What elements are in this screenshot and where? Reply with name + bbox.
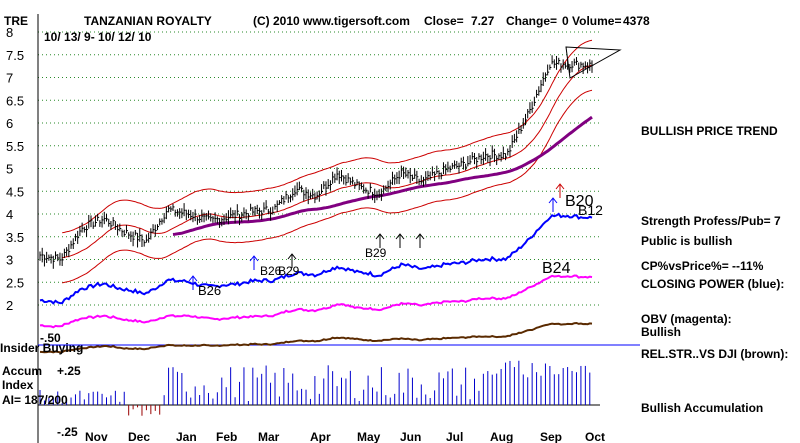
y-tick-label: 8: [6, 25, 13, 40]
x-tick-label: Aug: [490, 430, 513, 443]
date-range: 10/ 13/ 9- 10/ 12/ 10: [44, 30, 152, 44]
accum-histogram: [38, 360, 600, 416]
ticker-label: TRE: [4, 14, 28, 28]
x-tick-label: Apr: [310, 430, 331, 443]
rel-strength-line: [39, 321, 593, 354]
index-label: Index: [2, 378, 34, 392]
close-value: 7.27: [471, 14, 495, 28]
signal-arrow: [287, 253, 297, 268]
relstr-label: REL.STR..VS DJI (brown):: [641, 347, 789, 361]
ma-21-line: [62, 64, 593, 259]
moving-averages: [62, 64, 593, 259]
x-tick-label: Oct: [585, 430, 605, 443]
x-tick-label: Jun: [400, 430, 421, 443]
price-bars: [39, 55, 594, 269]
copyright-text: (C) 2010 www.tigersoft.com: [253, 14, 410, 28]
insider-buying-label: Insider Buying: [0, 341, 84, 355]
triangle-line: [565, 46, 622, 79]
volume-value: 4378: [623, 14, 650, 28]
signal-arrows: [188, 183, 565, 290]
triangle-pattern: [565, 46, 622, 79]
price-trend-label: BULLISH PRICE TREND: [641, 124, 778, 138]
bollinger-bands: [62, 39, 593, 284]
lower-band: [62, 89, 593, 284]
signal-arrow: [188, 275, 198, 290]
x-tick-labels: Nov Dec Jan Feb Mar Apr May Jun Jul Aug Sep Oct: [85, 430, 605, 443]
signal-b29-a: B29: [278, 264, 300, 278]
x-tick-label: Jul: [446, 430, 463, 443]
accum-plus25: +.25: [57, 364, 81, 378]
volume-label: Volume=: [572, 14, 622, 28]
x-tick-label: Sep: [540, 430, 562, 443]
signal-b26-b: B26: [260, 264, 282, 278]
x-tick-label: Feb: [216, 430, 237, 443]
accum-label: Accum: [2, 364, 43, 378]
y-tick-label: 4: [6, 207, 13, 222]
company-name: TANZANIAN ROYALTY: [84, 14, 212, 28]
x-tick-label: Nov: [85, 430, 108, 443]
y-tick-label: 6: [6, 116, 13, 131]
signal-arrow: [415, 233, 425, 248]
x-tick-label: May: [357, 430, 381, 443]
x-tick-label: Dec: [128, 430, 150, 443]
obv-line: [39, 274, 593, 329]
y-tick-labels: 8 7.5 7 6.5 6 5.5 5 4.5 4 3.5 3 2.5 2: [6, 25, 24, 313]
rel-strength-line: [39, 321, 593, 354]
obv-line: [39, 274, 593, 329]
change-value: 0: [562, 14, 569, 28]
y-tick-label: 2: [6, 298, 13, 313]
closing-power-line: [39, 212, 593, 305]
obv-status: Bullish: [641, 325, 682, 339]
closing-power-label: CLOSING POWER (blue):: [641, 277, 785, 291]
signal-arrow: [548, 197, 558, 212]
y-tick-label: 5.5: [6, 139, 24, 154]
ai-value: AI= 187/200: [2, 393, 68, 407]
obv-label: OBV (magenta):: [641, 312, 732, 326]
signal-arrow: [249, 255, 259, 270]
accum-minus50: -.50: [40, 331, 61, 345]
closing-power-line: [39, 212, 593, 305]
upper-band: [62, 39, 593, 234]
signal-arrow: [555, 183, 565, 198]
signal-arrow: [375, 233, 385, 248]
public-label: Public is bullish: [641, 234, 733, 248]
strength-label: Strength Profess/Pub= 7: [641, 214, 781, 228]
x-tick-label: Jan: [176, 430, 197, 443]
y-tick-label: 4.5: [6, 184, 24, 199]
signal-b24: B24: [542, 260, 571, 277]
signal-b20: B20: [565, 193, 594, 210]
y-tick-label: 3: [6, 253, 13, 268]
change-label: Change=: [506, 14, 558, 28]
accum-status: Bullish Accumulation: [641, 401, 764, 415]
accum-minus25: -.25: [57, 425, 78, 439]
chart-grid: [37, 14, 640, 443]
y-tick-label: 2.5: [6, 275, 24, 290]
close-label: Close=: [424, 14, 464, 28]
signal-arrow: [395, 233, 405, 248]
y-tick-label: 3.5: [6, 230, 24, 245]
y-tick-label: 7.5: [6, 48, 24, 63]
y-tick-label: 6.5: [6, 93, 24, 108]
signal-b26-a: B26: [198, 283, 222, 298]
y-tick-label: 5: [6, 162, 13, 177]
signal-b12: B12: [578, 202, 603, 218]
signal-b29-b: B29: [365, 246, 387, 260]
cp-vs-price-label: CP%vsPrice%= --11%: [641, 259, 764, 273]
y-tick-label: 7: [6, 71, 13, 86]
x-tick-label: Mar: [258, 430, 280, 443]
